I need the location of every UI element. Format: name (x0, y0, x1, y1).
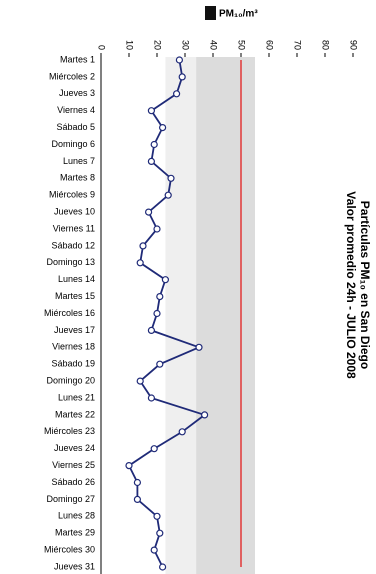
x-tick-label: 90 (349, 40, 359, 50)
axis-label: PM₁₀/m³ (219, 9, 258, 20)
y-tick-label: Martes 1 (60, 54, 95, 64)
point (156, 360, 164, 368)
y-tick-label: Miércoles 30 (44, 544, 95, 554)
x-tick-label: 0 (97, 45, 107, 50)
y-tick-label: Jueves 24 (54, 443, 95, 453)
point (161, 276, 169, 284)
y-tick-label: Domingo 6 (51, 139, 95, 149)
x-tick-label: 50 (237, 40, 247, 50)
point (173, 90, 181, 98)
point (195, 343, 203, 351)
y-tick-label: Miércoles 2 (49, 71, 95, 81)
x-tick-label: 20 (153, 40, 163, 50)
point (167, 174, 175, 182)
x-tick-label: 10 (125, 40, 135, 50)
y-tick-label: Viernes 18 (52, 342, 95, 352)
y-tick-label: Sábado 12 (51, 240, 95, 250)
point (201, 411, 209, 419)
legend-icon (205, 6, 216, 20)
point (159, 563, 167, 571)
point (136, 377, 144, 385)
y-tick-label: Domingo 20 (46, 375, 95, 385)
point (145, 208, 153, 216)
point (156, 293, 164, 301)
plot: 0 10 20 30 40 50 60 70 80 90 Martes 1 Miércoles 2 Ju… (44, 40, 359, 574)
point (147, 157, 155, 165)
y-tick-label: Viernes 11 (53, 223, 95, 233)
y-tick-label: Jueves 31 (54, 561, 95, 571)
point (147, 107, 155, 115)
y-tick-label: Miércoles 9 (49, 190, 95, 200)
y-tick-label: Martes 29 (55, 528, 95, 538)
point (150, 445, 158, 453)
y-tick-label: Lunes 7 (63, 156, 95, 166)
y-tick-label: Lunes 21 (58, 392, 95, 402)
point (178, 428, 186, 436)
x-tick-label: 30 (181, 40, 191, 50)
y-tick-label: Jueves 10 (54, 206, 95, 216)
point (133, 478, 141, 487)
point (147, 394, 155, 402)
y-tick-label: Domingo 13 (46, 257, 95, 267)
y-tick-label: Jueves 17 (54, 325, 95, 335)
x-tick-label: 40 (209, 40, 219, 50)
y-tick-label: Domingo 27 (46, 494, 95, 504)
y-tick-label: Martes 15 (55, 291, 95, 301)
y-tick-label: Miércoles 23 (44, 426, 95, 436)
point (147, 326, 155, 334)
y-tick-label: Sábado 19 (51, 359, 95, 369)
point (153, 512, 161, 520)
x-tick-label: 60 (265, 40, 275, 50)
y-tick-label: Lunes 28 (58, 511, 95, 521)
point (150, 546, 158, 554)
y-tick-label: Lunes 14 (58, 274, 95, 284)
point (164, 191, 172, 199)
y-tick-label: Martes 8 (60, 173, 95, 183)
y-tick-label: Viernes 25 (52, 460, 95, 470)
point (139, 242, 147, 250)
chart-title: Partículas PM₁₀ en San Diego (358, 201, 372, 369)
point (136, 259, 144, 267)
y-tick-label: Sábado 26 (51, 477, 95, 487)
point (153, 309, 161, 318)
point (178, 73, 186, 81)
x-tick-label: 70 (293, 40, 303, 50)
y-tick-label: Jueves 3 (59, 88, 95, 98)
point (133, 495, 141, 503)
y-tick-label: Viernes 4 (57, 105, 95, 115)
point (159, 123, 167, 132)
point (156, 529, 164, 537)
point (125, 462, 133, 470)
y-tick-label: Miércoles 16 (44, 308, 95, 318)
chart-subtitle: Valor promedio 24h - JULIO 2008 (344, 191, 358, 379)
point (175, 56, 183, 64)
y-tick-label: Sábado 5 (56, 122, 95, 132)
point (153, 225, 161, 233)
y-tick-label: Martes 22 (55, 409, 95, 419)
band (196, 57, 255, 574)
point (150, 140, 158, 149)
x-tick-label: 80 (321, 40, 331, 50)
